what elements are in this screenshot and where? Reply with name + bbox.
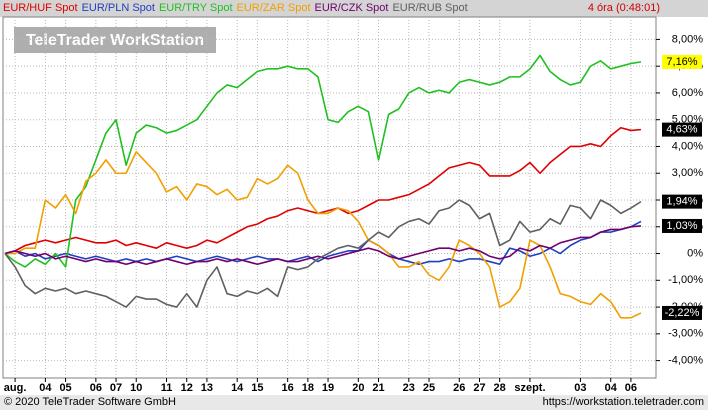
x-tick-label: aug. <box>4 382 27 394</box>
legend-entry[interactable]: EUR/HUF Spot <box>3 2 78 14</box>
y-tick-label: 4,00% <box>672 140 703 152</box>
x-tick-label: 13 <box>201 382 213 394</box>
x-tick-label: 18 <box>302 382 314 394</box>
series-line <box>4 225 642 266</box>
x-tick-label: 10 <box>130 382 142 394</box>
last-value-box <box>662 122 702 137</box>
x-tick-label: 03 <box>574 382 586 394</box>
x-tick-label: 06 <box>625 382 637 394</box>
x-tick-label: 27 <box>473 382 485 394</box>
legend-entry[interactable]: EUR/PLN Spot <box>82 2 155 14</box>
status: 4 óra (0:48:01) <box>588 2 660 14</box>
last-value-label: 7,16% <box>666 56 697 68</box>
series-line <box>4 220 642 266</box>
watermark-box <box>14 27 216 53</box>
last-value-label: -2,22% <box>665 307 700 319</box>
legend-entry[interactable]: EUR/CZK Spot <box>315 2 389 14</box>
series-line <box>4 199 642 308</box>
x-tick-label: 21 <box>372 382 384 394</box>
series-line <box>4 54 642 268</box>
x-tick-label: 04 <box>605 382 618 394</box>
plot-area <box>2 16 657 379</box>
watermark: TeleTrader WorkStation <box>26 32 204 49</box>
x-tick-label: 15 <box>251 382 263 394</box>
last-value-box <box>662 218 702 233</box>
last-value-label: 1,03% <box>666 220 697 232</box>
x-tick-label: 12 <box>181 382 193 394</box>
footer-bar <box>0 395 708 410</box>
url: https://workstation.teletrader.com <box>543 396 704 408</box>
legend: EUR/HUF Spot EUR/PLN Spot EUR/TRY Spot EUR/… <box>3 2 468 14</box>
x-tick-label: 26 <box>453 382 465 394</box>
x-tick-label: 28 <box>494 382 506 394</box>
last-value-box <box>662 54 702 69</box>
x-tick-label: 06 <box>90 382 102 394</box>
y-tick-label: -4,00% <box>668 355 703 367</box>
y-tick-label: -1,00% <box>668 274 703 286</box>
legend-entry[interactable]: EUR/RUB Spot <box>392 2 467 14</box>
x-tick-label: 19 <box>322 382 334 394</box>
x-tick-label: 25 <box>423 382 435 394</box>
last-value-box <box>662 194 702 209</box>
x-tick-label: 05 <box>59 382 71 394</box>
series-line <box>5 151 642 319</box>
x-tick-label: szept. <box>514 382 545 394</box>
legend-entry[interactable]: EUR/ZAR Spot <box>237 2 311 14</box>
x-tick-label: 11 <box>161 382 173 394</box>
x-tick-label: 04 <box>39 382 52 394</box>
y-tick-label: 6,00% <box>672 87 703 99</box>
y-tick-label: -3,00% <box>668 328 703 340</box>
last-value-label: 1,94% <box>666 196 697 208</box>
series-line <box>4 126 642 255</box>
copyright: © 2020 TeleTrader Software GmbH <box>4 396 176 408</box>
y-tick-label: 8,00% <box>672 33 703 45</box>
x-tick-label: 20 <box>352 382 364 394</box>
x-tick-label: 16 <box>282 382 294 394</box>
y-tick-label: 0% <box>687 247 703 259</box>
y-tick-label: 3,00% <box>672 167 703 179</box>
last-value-label: 4,63% <box>666 124 697 136</box>
legend-bar <box>0 0 708 17</box>
x-tick-label: 07 <box>110 382 122 394</box>
legend-entry[interactable]: EUR/TRY Spot <box>159 2 233 14</box>
x-tick-label: 14 <box>231 382 244 394</box>
x-tick-label: 23 <box>403 382 415 394</box>
last-value-box <box>662 305 702 320</box>
